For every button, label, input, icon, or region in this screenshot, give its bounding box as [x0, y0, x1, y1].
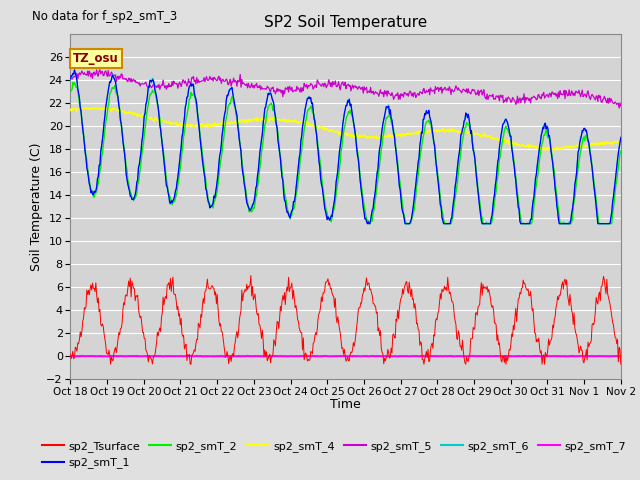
- X-axis label: Time: Time: [330, 398, 361, 411]
- Y-axis label: Soil Temperature (C): Soil Temperature (C): [31, 142, 44, 271]
- Text: TZ_osu: TZ_osu: [74, 52, 119, 65]
- Title: SP2 Soil Temperature: SP2 Soil Temperature: [264, 15, 428, 30]
- Legend: sp2_Tsurface, sp2_smT_1, sp2_smT_2, sp2_smT_4, sp2_smT_5, sp2_smT_6, sp2_smT_7: sp2_Tsurface, sp2_smT_1, sp2_smT_2, sp2_…: [37, 437, 630, 473]
- Text: No data for f_sp2_smT_3: No data for f_sp2_smT_3: [32, 10, 177, 23]
